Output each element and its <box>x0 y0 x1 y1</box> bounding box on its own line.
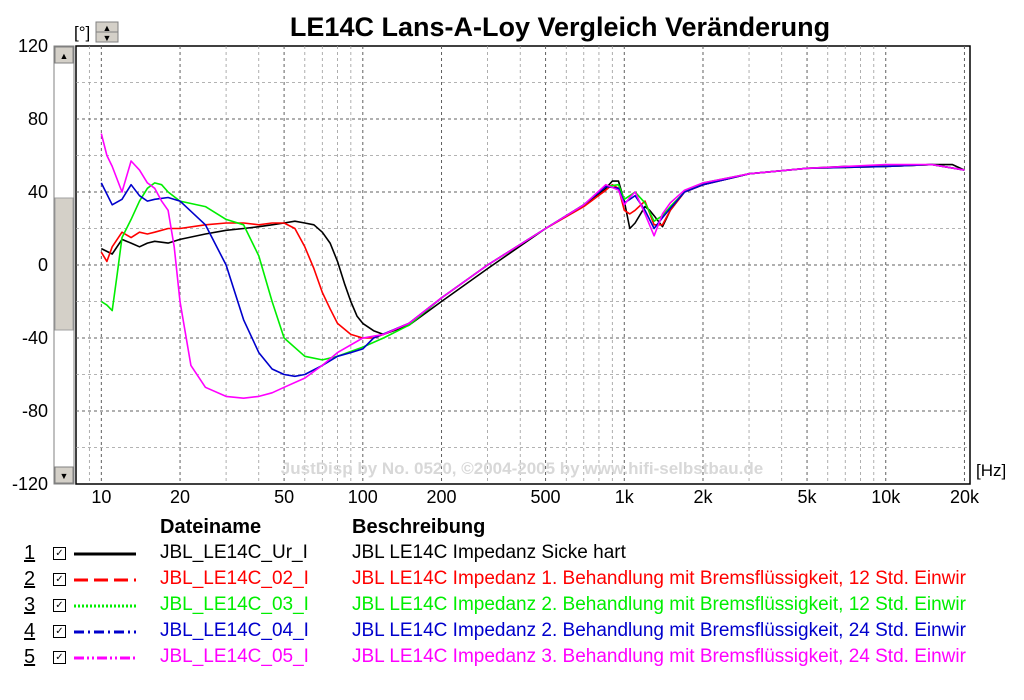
x-tick-label: 50 <box>274 487 294 507</box>
series-line-3 <box>100 163 965 361</box>
grid <box>76 46 970 484</box>
legend-row[interactable]: 5 ✓ JBL_LE14C_05_I JBL LE14C Impedanz 3. Be… <box>0 646 1024 672</box>
x-tick-label: 20k <box>950 487 980 507</box>
legend-row-description: JBL LE14C Impedanz 2. Behandlung mit Bre… <box>352 594 966 615</box>
y-tick-label: -40 <box>22 328 48 348</box>
legend-row-number[interactable]: 3 <box>24 594 36 616</box>
legend-header-file: Dateiname <box>160 516 262 538</box>
legend-line-sample <box>74 604 136 608</box>
legend-row[interactable]: 3 ✓ JBL_LE14C_03_I JBL LE14C Impedanz 2. Be… <box>0 594 1024 620</box>
legend-header-desc: Beschreibung <box>352 516 486 538</box>
x-tick-label: 10k <box>871 487 901 507</box>
legend-row-number[interactable]: 2 <box>24 568 36 590</box>
y-unit-spinner[interactable]: ▲ ▼ <box>95 21 119 43</box>
x-tick-label: 5k <box>798 487 818 507</box>
x-tick-label: 10 <box>91 487 111 507</box>
x-tick-label: 2k <box>693 487 713 507</box>
legend-row-checkbox[interactable]: ✓ <box>53 573 66 586</box>
chart-title: LE14C Lans-A-Loy Vergleich Veränderung <box>290 12 830 42</box>
x-tick-label: 1k <box>615 487 635 507</box>
y-tick-label: 0 <box>38 255 48 275</box>
legend-row-filename: JBL_LE14C_02_I <box>160 568 309 589</box>
x-tick-label: 20 <box>170 487 190 507</box>
y-tick-label: 40 <box>28 182 48 202</box>
legend-line-sample <box>74 552 136 556</box>
phase-chart: LE14C Lans-A-Loy Vergleich Veränderung [… <box>12 12 1006 507</box>
legend-row-checkbox[interactable]: ✓ <box>53 599 66 612</box>
legend-line-sample <box>74 630 136 634</box>
legend-row-description: JBL LE14C Impedanz 2. Behandlung mit Bre… <box>352 620 966 641</box>
scroll-thumb[interactable] <box>54 197 74 331</box>
legend-row-filename: JBL_LE14C_05_I <box>160 646 309 667</box>
y-ticks: 120 80 40 0 -40 -80 -120 <box>12 36 48 494</box>
svg-text:▲: ▲ <box>60 51 69 61</box>
svg-text:▲: ▲ <box>103 23 112 33</box>
legend-row-filename: JBL_LE14C_03_I <box>160 594 309 615</box>
y-tick-label: 80 <box>28 109 48 129</box>
y-tick-label: 120 <box>18 36 48 56</box>
svg-text:▼: ▼ <box>103 33 112 43</box>
series-line-4 <box>100 163 965 378</box>
legend-row[interactable]: 1 ✓ JBL_LE14C_Ur_I JBL LE14C Impedanz Sicke… <box>0 542 1024 568</box>
legend-row-number[interactable]: 5 <box>24 646 36 668</box>
legend-row-description: JBL LE14C Impedanz Sicke hart <box>352 542 626 563</box>
legend-row-checkbox[interactable]: ✓ <box>53 651 66 664</box>
svg-text:▼: ▼ <box>60 471 69 481</box>
legend-line-sample <box>74 578 136 582</box>
legend-line-sample <box>74 656 136 660</box>
scroll-down-button[interactable] <box>54 466 74 484</box>
legend-row-number[interactable]: 4 <box>24 620 36 642</box>
series-line-2 <box>100 163 965 339</box>
legend-row-filename: JBL_LE14C_04_I <box>160 620 309 641</box>
scroll-up-button[interactable] <box>54 46 74 64</box>
x-tick-label: 100 <box>348 487 378 507</box>
legend-row[interactable]: 4 ✓ JBL_LE14C_04_I JBL LE14C Impedanz 2. Be… <box>0 620 1024 646</box>
legend-row-checkbox[interactable]: ✓ <box>53 625 66 638</box>
legend-row-number[interactable]: 1 <box>24 542 36 564</box>
legend-row-checkbox[interactable]: ✓ <box>53 547 66 560</box>
legend-row-description: JBL LE14C Impedanz 1. Behandlung mit Bre… <box>352 568 966 589</box>
legend-row[interactable]: 2 ✓ JBL_LE14C_02_I JBL LE14C Impedanz 1. Be… <box>0 568 1024 594</box>
x-tick-label: 500 <box>531 487 561 507</box>
series-lines <box>100 133 965 399</box>
y-tick-label: -80 <box>22 401 48 421</box>
legend-row-description: JBL LE14C Impedanz 3. Behandlung mit Bre… <box>352 646 966 667</box>
x-ticks: 10 20 50 100 200 500 1k 2k 5k 10k 20k <box>91 487 980 507</box>
x-tick-label: 200 <box>426 487 456 507</box>
legend: Dateiname Beschreibung 1 ✓ JBL_LE14C_Ur_I J… <box>0 512 1024 700</box>
legend-row-filename: JBL_LE14C_Ur_I <box>160 542 308 563</box>
y-tick-label: -120 <box>12 474 48 494</box>
watermark: JustDisp by No. 0520, ©2004-2005 by www.… <box>281 459 763 478</box>
y-unit-label: [°] <box>74 23 90 42</box>
x-unit-label: [Hz] <box>976 461 1006 480</box>
y-scrollbar[interactable]: ▲ ▼ <box>53 45 75 485</box>
series-line-5 <box>100 133 965 399</box>
